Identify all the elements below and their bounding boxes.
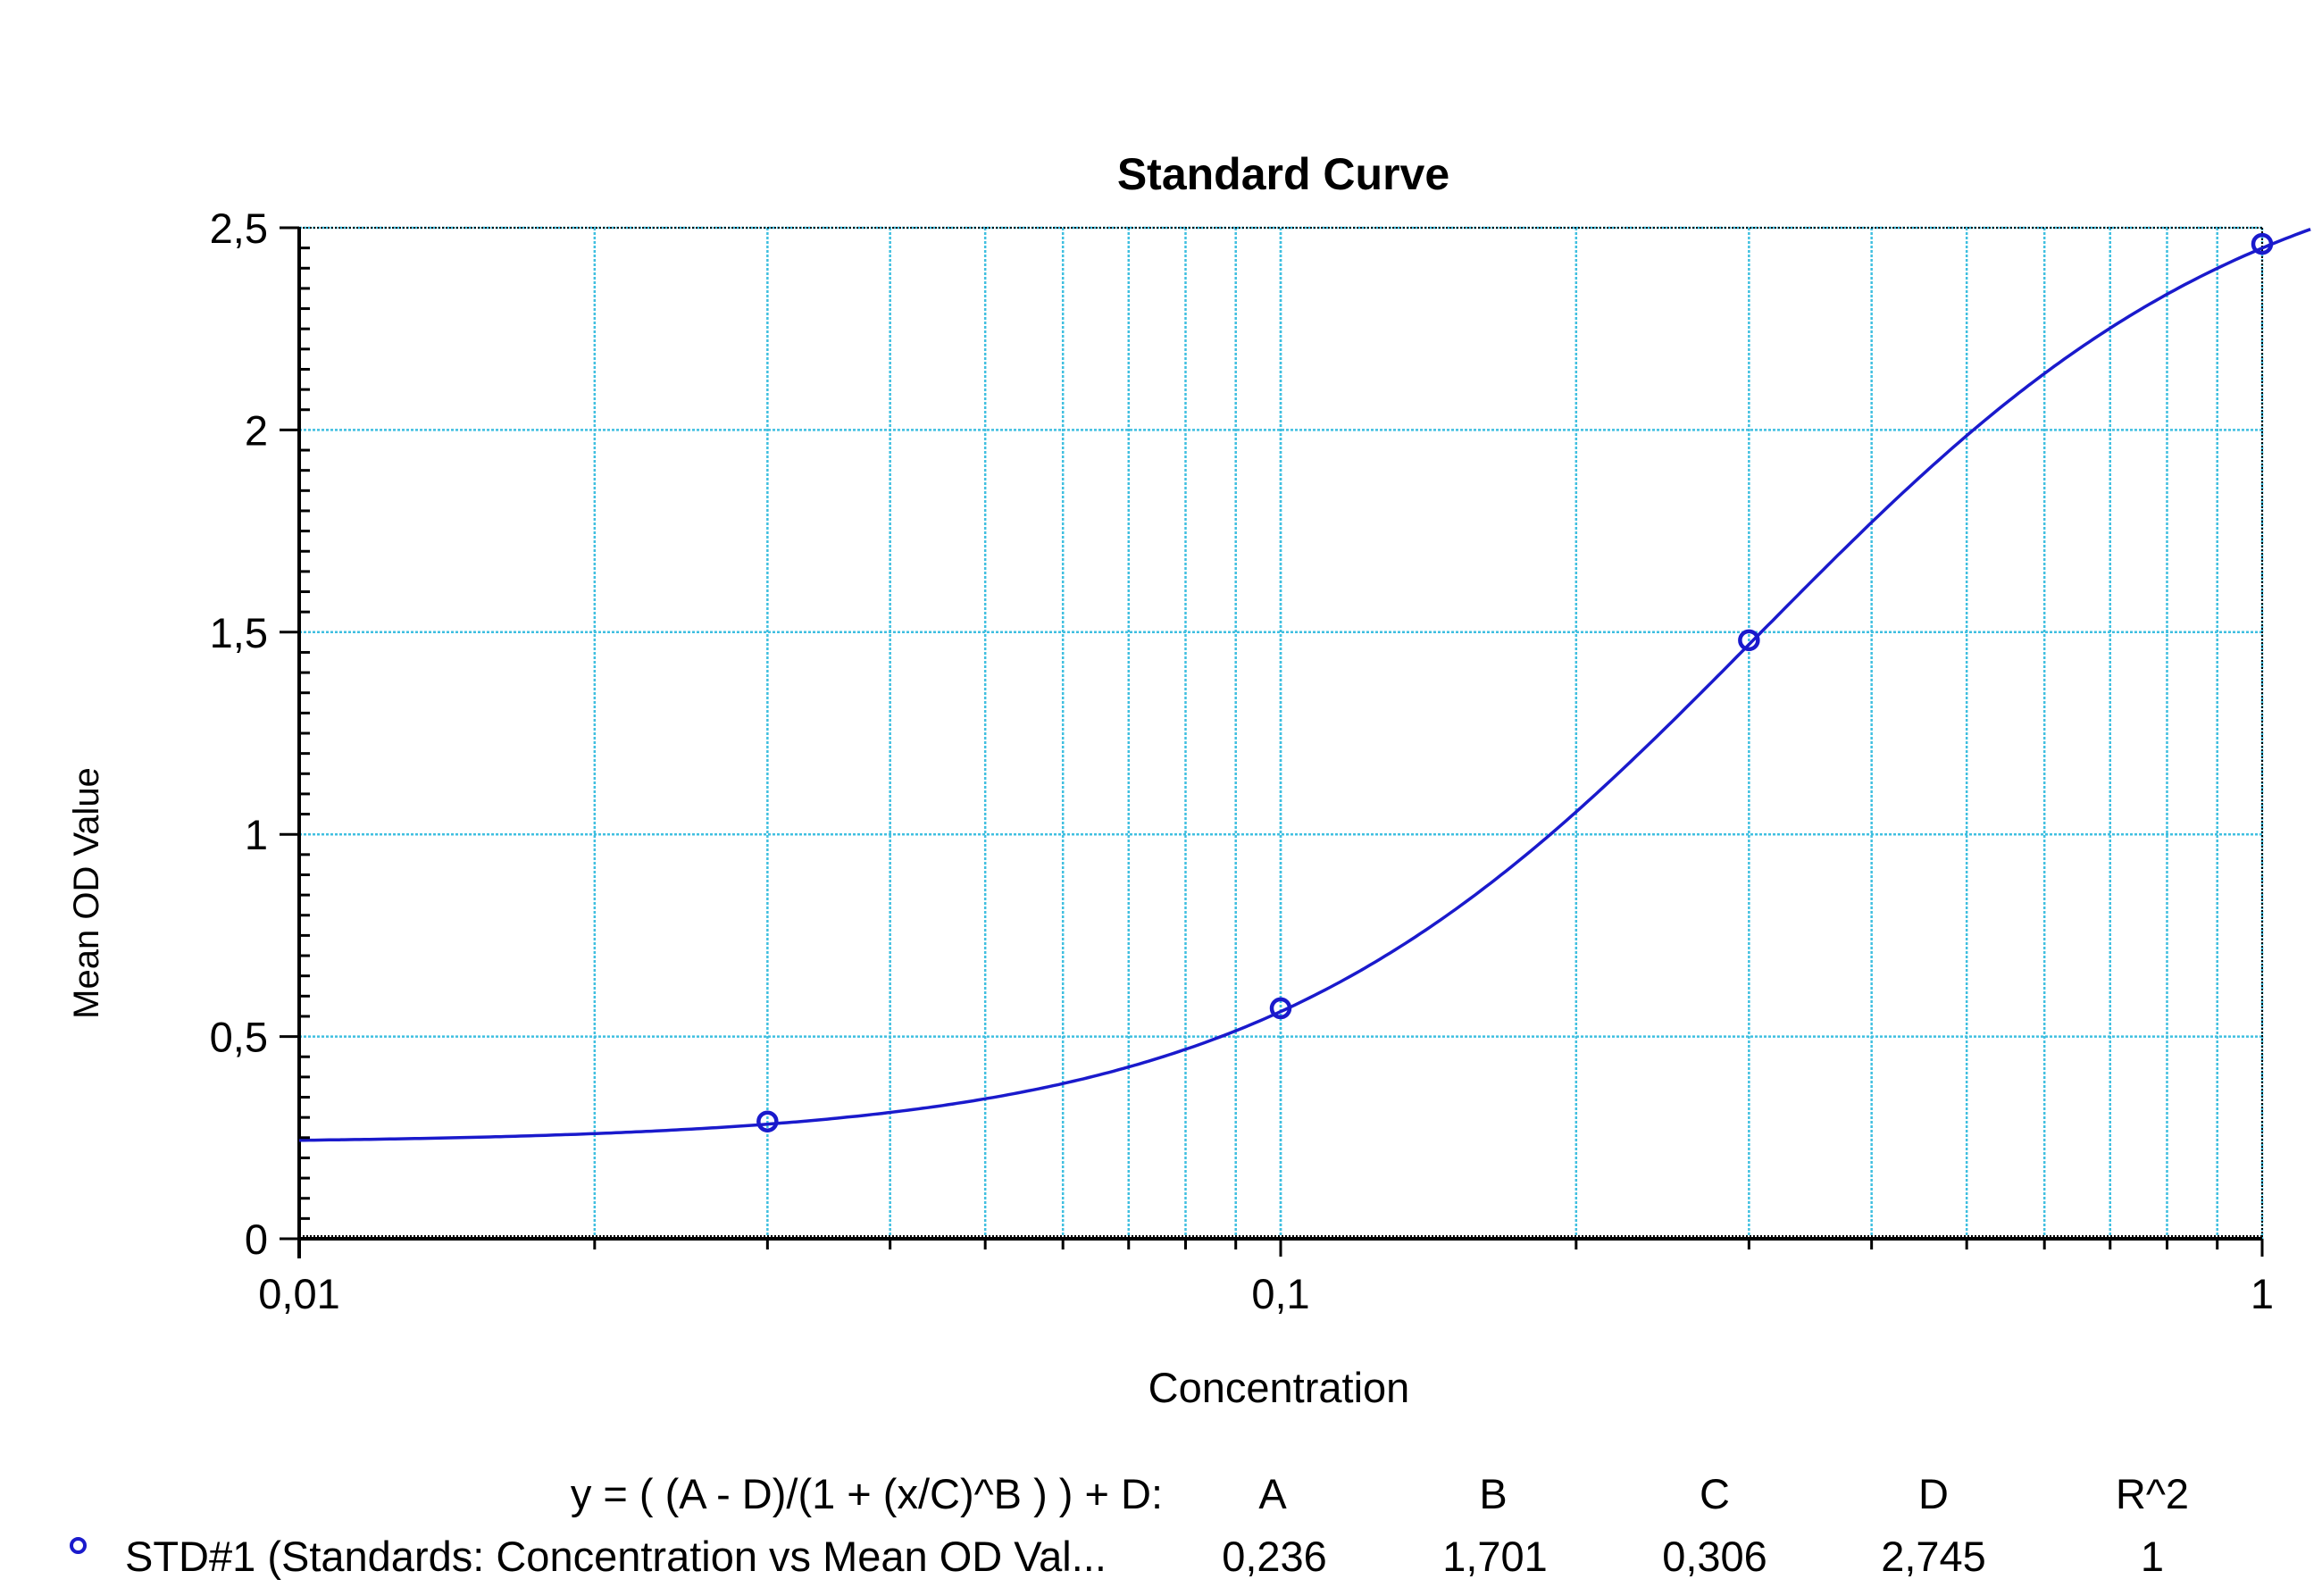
data-point [756, 1110, 779, 1132]
y-axis-label: Mean OD Value [67, 767, 106, 1019]
axis-ticks: 0 0,5 1 1,5 2 2,5 0,01 0,1 1 [210, 205, 2274, 1317]
y-tick-label: 0,5 [210, 1014, 268, 1061]
x-tick-label: 0,1 [1251, 1270, 1309, 1317]
y-tick-label: 2 [245, 406, 268, 454]
y-tick-label: 0 [245, 1216, 268, 1263]
fit-curve [298, 228, 2311, 1142]
y-tick-label: 1 [245, 811, 268, 858]
data-point [1269, 997, 1292, 1020]
x-tick-label: 1 [2251, 1270, 2274, 1317]
y-tick-label: 2,5 [210, 205, 268, 252]
chart-title: Standard Curve [1117, 149, 1449, 199]
fit-curve-layer [298, 228, 2311, 1142]
standard-curve-chart: 0 0,5 1 1,5 2 2,5 0,01 0,1 1 Standard Curve Conc… [67, 149, 2311, 1411]
series-marker-icon [70, 1537, 87, 1554]
y-tick-label: 1,5 [210, 609, 268, 656]
data-point [1738, 629, 1760, 652]
header-d: D [1918, 1470, 1949, 1517]
fit-equation: y = ( (A - D)/(1 + (x/C)^B ) ) + D: [570, 1470, 1163, 1517]
value-c: 0,306 [1662, 1533, 1767, 1580]
header-b: B [1479, 1470, 1508, 1517]
value-r2: 1 [2140, 1533, 2165, 1580]
value-d: 2,745 [1881, 1533, 1986, 1580]
value-b: 1,701 [1442, 1533, 1548, 1580]
fit-parameters-table: y = ( (A - D)/(1 + (x/C)^B ) ) + D: A B … [0, 1456, 2322, 1590]
header-a: A [1258, 1470, 1287, 1517]
value-a: 0,236 [1222, 1533, 1327, 1580]
grid-lines [297, 226, 2264, 1241]
series-label: STD#1 (Standards: Concentration vs Mean … [125, 1533, 1107, 1580]
data-point [2251, 232, 2274, 255]
x-tick-label: 0,01 [258, 1270, 339, 1317]
header-r2: R^2 [2115, 1470, 2190, 1517]
header-c: C [1700, 1470, 1730, 1517]
x-axis-label: Concentration [1148, 1364, 1410, 1411]
data-points-layer [756, 232, 2274, 1132]
